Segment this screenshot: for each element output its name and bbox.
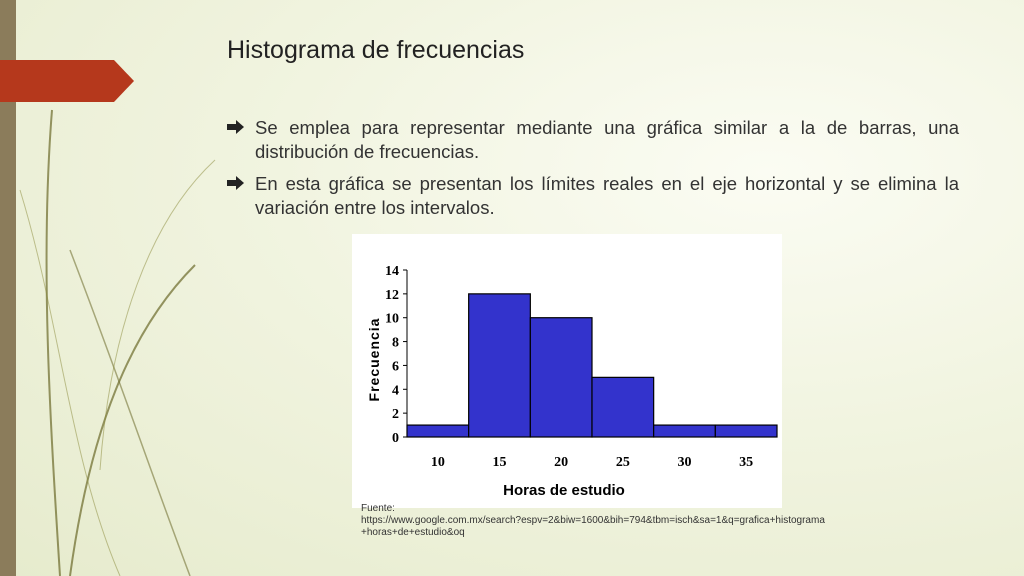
right-arrow-bullet-icon	[227, 176, 244, 190]
histogram-bar	[591, 376, 655, 438]
right-arrow-bullet-icon	[227, 120, 244, 134]
x-tick-label: 25	[616, 455, 630, 470]
source-label: Fuente:	[361, 503, 395, 514]
source-citation: Fuente: https://www.google.com.mx/search…	[361, 503, 881, 539]
y-tick-label: 8	[392, 336, 399, 351]
y-tick-label: 6	[392, 359, 399, 374]
bullet-item: En esta gráfica se presentan los límites…	[227, 172, 959, 220]
y-tick-label: 14	[385, 264, 399, 279]
x-tick-label: 15	[493, 455, 507, 470]
x-axis-label: Horas de estudio	[503, 482, 625, 499]
left-decor-bar	[0, 0, 16, 576]
x-tick-label: 35	[739, 455, 753, 470]
y-tick-label: 2	[392, 407, 399, 422]
x-tick-label: 30	[678, 455, 692, 470]
y-tick-label: 12	[385, 288, 399, 303]
y-axis-label: Frecuencia	[366, 318, 382, 402]
slide-title: Histograma de frecuencias	[227, 36, 525, 64]
bullet-item: Se emplea para representar mediante una …	[227, 116, 959, 164]
bullet-text: En esta gráfica se presentan los límites…	[255, 173, 959, 218]
x-tick-label: 10	[431, 455, 445, 470]
bullet-list: Se emplea para representar mediante una …	[227, 116, 959, 228]
histogram-bar	[653, 424, 716, 438]
source-url-line-2[interactable]: +horas+de+estudio&oq	[361, 527, 465, 538]
decorative-leaves	[19, 109, 216, 576]
accent-tab	[0, 60, 134, 102]
source-url-line-1[interactable]: https://www.google.com.mx/search?espv=2&…	[361, 515, 825, 526]
y-tick-label: 4	[392, 383, 399, 398]
x-tick-label: 20	[554, 455, 568, 470]
y-tick-label: 10	[385, 312, 399, 327]
histogram-bar	[529, 317, 593, 438]
bullet-text: Se emplea para representar mediante una …	[255, 117, 959, 162]
y-tick-label: 0	[392, 431, 399, 446]
histogram-bar	[714, 424, 778, 438]
histogram-bar	[406, 424, 470, 438]
histogram-chart: 0 2 4 6 8 10 12 14 10 15 20 25 30 35 Horas de estudio F…	[352, 234, 782, 508]
histogram-bar	[468, 293, 531, 438]
histogram-svg: 0 2 4 6 8 10 12 14 10 15 20 25 30 35 Horas de estudio F…	[366, 264, 778, 499]
